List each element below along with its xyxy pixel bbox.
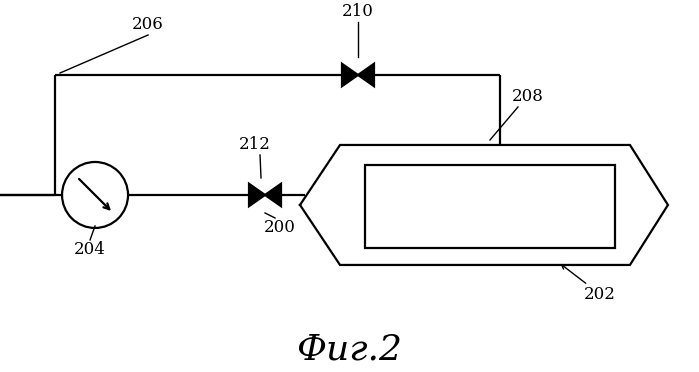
Text: 210: 210 — [342, 3, 374, 20]
Polygon shape — [265, 184, 281, 206]
Polygon shape — [249, 184, 265, 206]
Text: 200: 200 — [264, 219, 296, 237]
Bar — [365, 165, 615, 248]
Text: 202: 202 — [584, 286, 616, 304]
Text: 212: 212 — [239, 137, 271, 154]
Polygon shape — [300, 145, 668, 265]
Text: Фиг.2: Фиг.2 — [296, 333, 402, 367]
Polygon shape — [358, 64, 374, 86]
Circle shape — [62, 162, 128, 228]
Text: 206: 206 — [132, 16, 164, 33]
Polygon shape — [342, 64, 358, 86]
Text: 208: 208 — [512, 89, 544, 106]
Text: 204: 204 — [74, 241, 106, 259]
